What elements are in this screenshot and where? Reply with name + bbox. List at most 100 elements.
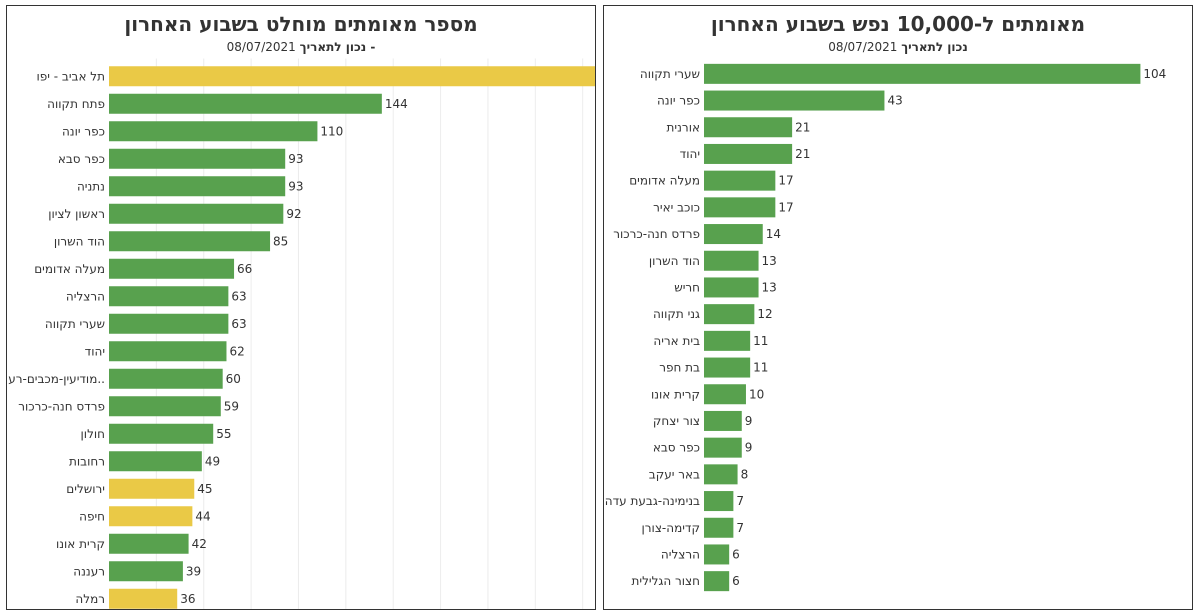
bar[interactable]: [704, 491, 734, 512]
category-label: קדימה-צורן: [642, 521, 701, 535]
value-label: 55: [216, 427, 231, 441]
bar[interactable]: [109, 396, 221, 417]
bar[interactable]: [109, 506, 193, 527]
bar[interactable]: [704, 437, 742, 458]
value-label: 7: [736, 494, 744, 508]
category-label: רמלה: [75, 592, 105, 606]
bar[interactable]: [704, 544, 730, 565]
category-label: באר יעקב: [649, 467, 700, 481]
chart-subtitle: 08/07/2021 נכון לתאריך: [604, 40, 1192, 54]
bar[interactable]: [109, 313, 229, 334]
bar[interactable]: [109, 533, 189, 554]
bar[interactable]: [704, 357, 751, 378]
bar[interactable]: [109, 478, 195, 499]
category-label: כפר סבא: [653, 441, 700, 455]
category-label: צור יצחק: [653, 414, 700, 428]
bar[interactable]: [704, 304, 755, 325]
category-label: נתניה: [77, 179, 105, 193]
value-label: 104: [1143, 67, 1166, 81]
category-label: גני תקווה: [653, 307, 700, 321]
value-label: 93: [288, 179, 303, 193]
bar[interactable]: [109, 341, 227, 362]
bar[interactable]: [109, 423, 214, 444]
bar[interactable]: [109, 148, 286, 169]
bar[interactable]: [704, 517, 734, 538]
category-label: ירושלים: [66, 482, 105, 496]
value-label: 36: [180, 592, 195, 606]
bar[interactable]: [109, 368, 223, 389]
chart-panel-absolute: מספר מאומתים מוחלט בשבוע האחרון 08/07/20…: [6, 5, 596, 610]
category-label: כוכב יאיר: [653, 200, 700, 214]
category-label: תל אביב - יפו: [36, 69, 105, 83]
bar[interactable]: [109, 258, 235, 279]
bar[interactable]: [704, 384, 746, 405]
category-label: שערי תקווה: [640, 67, 700, 81]
value-label: 11: [753, 361, 768, 375]
value-label: 39: [186, 564, 201, 578]
value-label: 44: [195, 509, 210, 523]
bar[interactable]: [109, 66, 596, 87]
value-label: 11: [753, 334, 768, 348]
category-label: חריש: [674, 280, 700, 294]
category-label: קרית אונו: [56, 537, 105, 551]
value-label: 93: [288, 152, 303, 166]
bar[interactable]: [704, 197, 776, 218]
value-label: 63: [231, 289, 246, 303]
category-label: הוד השרון: [649, 254, 700, 268]
value-label: 17: [778, 200, 793, 214]
category-label: מעלה אדומים: [629, 174, 700, 188]
bar[interactable]: [704, 170, 776, 191]
bar[interactable]: [704, 117, 793, 138]
category-label: הרצליה: [661, 547, 700, 561]
value-label: 85: [273, 234, 288, 248]
category-label: בית אריה: [653, 334, 700, 348]
value-label: 12: [757, 307, 772, 321]
category-label: הרצליה: [66, 289, 105, 303]
bar[interactable]: [109, 93, 382, 114]
category-label: קרית אונו: [651, 387, 700, 401]
bar[interactable]: [704, 143, 793, 164]
subtitle-date: 08/07/2021: [226, 40, 296, 54]
category-label: אורנית: [667, 120, 700, 134]
bar[interactable]: [704, 224, 763, 245]
bar[interactable]: [704, 464, 738, 485]
category-label: פרדס חנה-כרכור: [613, 227, 700, 241]
category-label: כפר סבא: [58, 152, 105, 166]
subtitle-date: 08/07/2021: [828, 40, 898, 54]
bar[interactable]: [704, 250, 759, 271]
category-label: בת חפר: [659, 361, 700, 375]
value-label: 10: [749, 387, 764, 401]
category-label: בנימינה-גבעת עדה: [605, 494, 700, 508]
value-label: 6: [732, 547, 740, 561]
category-label: פתח תקווה: [47, 97, 105, 111]
value-label: 110: [320, 124, 343, 138]
bar[interactable]: [704, 330, 751, 351]
value-label: 21: [795, 147, 810, 161]
bar[interactable]: [109, 231, 271, 252]
value-label: 9: [745, 414, 753, 428]
bar[interactable]: [109, 121, 318, 142]
bar[interactable]: [704, 277, 759, 298]
value-label: 6: [732, 574, 740, 588]
bar[interactable]: [109, 203, 284, 224]
bar[interactable]: [109, 176, 286, 197]
category-label: שערי תקווה: [45, 317, 105, 331]
value-label: 21: [795, 120, 810, 134]
bar[interactable]: [704, 410, 742, 431]
category-label: חולון: [81, 427, 105, 441]
bar[interactable]: [109, 451, 202, 472]
bar[interactable]: [704, 571, 730, 592]
value-label: 49: [205, 454, 220, 468]
category-label: ראשון לציון: [48, 207, 105, 221]
bar[interactable]: [109, 561, 183, 582]
category-label: מעלה אדומים: [34, 262, 105, 276]
value-label: 92: [286, 207, 301, 221]
chart-subtitle: 08/07/2021 נכון לתאריך -: [7, 40, 595, 54]
subtitle-label: נכון לתאריך: [901, 40, 968, 54]
value-label: 9: [745, 441, 753, 455]
bar[interactable]: [704, 63, 1141, 84]
value-label: 66: [237, 262, 252, 276]
bar[interactable]: [109, 286, 229, 307]
bar[interactable]: [704, 90, 885, 111]
bar[interactable]: [109, 588, 178, 609]
